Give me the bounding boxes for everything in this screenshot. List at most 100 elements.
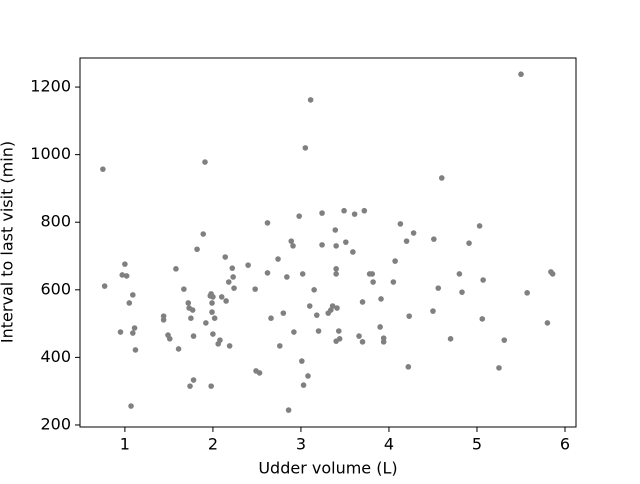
point xyxy=(334,305,340,311)
x-axis-label: Udder volume (L) xyxy=(258,459,397,478)
point xyxy=(190,377,197,383)
y-axis-label: Interval to last visit (min) xyxy=(0,141,17,343)
point xyxy=(209,300,215,306)
point xyxy=(101,283,108,289)
point xyxy=(268,315,274,321)
point xyxy=(211,315,218,321)
plot-frame xyxy=(79,57,577,428)
point xyxy=(430,308,436,314)
x-tick-label: 2 xyxy=(208,435,218,454)
y-tick-label: 1000 xyxy=(30,144,71,163)
x-tick-label: 3 xyxy=(296,435,306,454)
point xyxy=(117,329,124,335)
point xyxy=(123,273,130,279)
point xyxy=(336,336,343,342)
point xyxy=(126,300,133,306)
point xyxy=(313,312,320,318)
point xyxy=(319,242,325,248)
point xyxy=(173,266,179,272)
x-tick-label: 1 xyxy=(120,435,130,454)
point xyxy=(480,277,486,283)
point xyxy=(370,279,376,285)
point xyxy=(264,270,271,276)
point xyxy=(447,336,454,342)
point xyxy=(479,316,486,322)
point xyxy=(335,328,342,334)
point xyxy=(290,243,296,249)
point xyxy=(456,271,463,277)
point xyxy=(305,373,311,379)
point xyxy=(209,309,215,315)
point xyxy=(119,272,126,278)
point xyxy=(229,265,236,271)
point xyxy=(341,207,347,214)
point xyxy=(208,383,214,389)
point xyxy=(130,292,136,298)
point xyxy=(466,240,472,246)
point xyxy=(202,159,208,165)
point xyxy=(351,211,358,217)
point xyxy=(194,246,200,253)
point xyxy=(280,310,287,316)
y-tick-label: 800 xyxy=(40,212,71,231)
y-tick-label: 1200 xyxy=(30,77,71,96)
point xyxy=(390,279,397,285)
point xyxy=(160,317,167,323)
point xyxy=(275,256,281,262)
point xyxy=(333,271,339,277)
point xyxy=(188,315,194,321)
y-tick-label: 600 xyxy=(40,279,71,298)
point xyxy=(291,329,297,335)
point xyxy=(496,365,502,371)
point xyxy=(380,339,387,345)
point xyxy=(406,313,412,319)
x-tick-label: 5 xyxy=(472,435,482,454)
point xyxy=(518,71,524,78)
point xyxy=(218,294,225,300)
point xyxy=(285,407,292,413)
point xyxy=(252,286,258,292)
point xyxy=(132,347,139,353)
point xyxy=(403,238,410,244)
point xyxy=(131,325,138,331)
point xyxy=(222,254,229,260)
point xyxy=(549,271,556,277)
point xyxy=(359,299,366,305)
point xyxy=(392,258,398,264)
point xyxy=(187,383,193,389)
point xyxy=(231,285,237,291)
point xyxy=(329,303,336,309)
point xyxy=(350,249,356,255)
point xyxy=(397,221,404,227)
point xyxy=(300,382,307,388)
point xyxy=(217,337,223,343)
point xyxy=(299,358,305,364)
point xyxy=(296,213,302,219)
point xyxy=(307,97,314,103)
point xyxy=(245,262,251,268)
point xyxy=(544,320,551,326)
point xyxy=(166,336,173,342)
x-tick-label: 6 xyxy=(560,435,570,454)
point xyxy=(306,303,313,309)
point xyxy=(377,324,383,330)
point xyxy=(410,230,417,236)
point xyxy=(524,290,530,296)
point xyxy=(256,370,263,376)
point xyxy=(264,220,271,226)
point xyxy=(476,223,483,229)
point xyxy=(189,307,196,313)
point xyxy=(223,298,229,304)
point xyxy=(185,300,192,306)
point xyxy=(405,364,412,370)
point xyxy=(210,331,216,337)
point xyxy=(122,261,128,267)
point xyxy=(359,339,366,345)
point xyxy=(299,271,306,277)
point xyxy=(356,333,362,339)
point xyxy=(190,333,197,339)
point xyxy=(333,266,339,272)
point xyxy=(501,337,508,343)
